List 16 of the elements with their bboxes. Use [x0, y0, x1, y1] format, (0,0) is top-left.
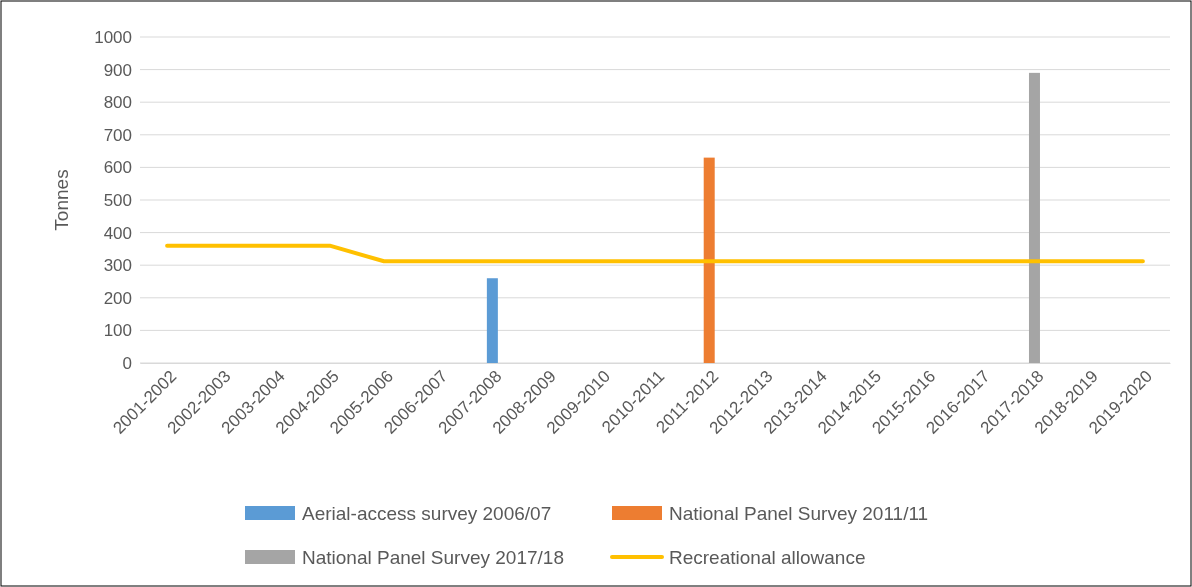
y-tick-label: 100 — [103, 321, 132, 341]
y-tick-label: 500 — [103, 190, 132, 210]
y-tick-label: 800 — [103, 93, 132, 113]
legend-label: National Panel Survey 2017/18 — [302, 546, 564, 568]
y-tick-label: 700 — [103, 125, 132, 145]
y-tick-label: 1000 — [94, 27, 132, 47]
y-tick-label: 0 — [122, 353, 132, 373]
legend-label: National Panel Survey 2011/11 — [669, 502, 929, 524]
legend-label: Aerial-access survey 2006/07 — [302, 502, 552, 524]
y-tick-label: 300 — [103, 256, 132, 276]
legend-label: Recreational allowance — [669, 546, 866, 568]
y-tick-label: 200 — [103, 288, 132, 308]
y-tick-label: 900 — [103, 60, 132, 80]
y-tick-label: 600 — [103, 158, 132, 178]
y-tick-label: 400 — [103, 223, 132, 243]
y-axis-title: Tonnes — [51, 169, 72, 231]
